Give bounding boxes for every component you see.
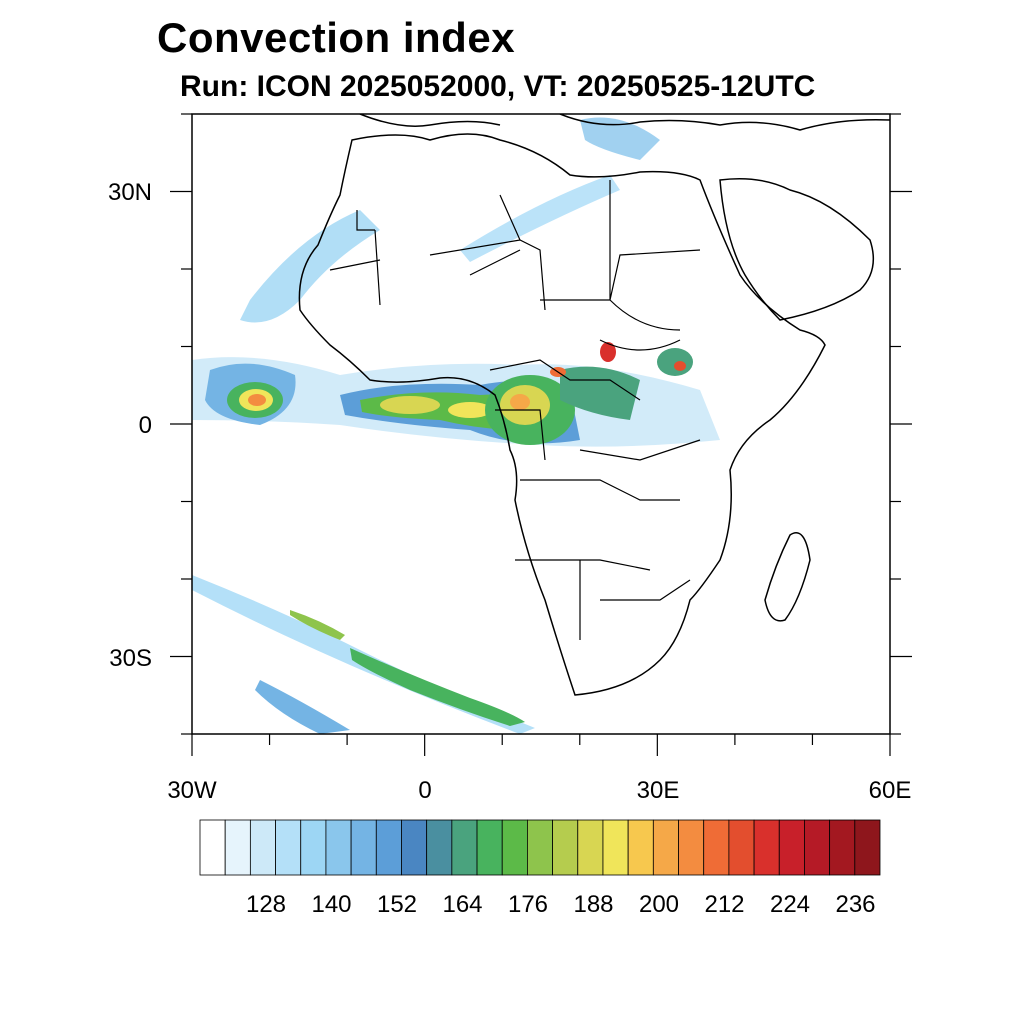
colorbar-swatch [476,819,503,876]
colorbar-swatch [778,819,805,876]
lon-label: 60E [869,777,912,804]
europe-coastline [359,114,501,127]
convection-area-west-africa [240,210,380,323]
colorbar-label: 152 [377,891,417,918]
colorbar-swatch [602,819,629,876]
lon-label: 30E [637,777,680,804]
colorbar-swatch [426,819,453,876]
colorbar-label: 236 [835,891,875,918]
madagascar-coastline [764,532,811,622]
colorbar-swatch [552,819,579,876]
country-borders [329,180,701,640]
colorbar-swatch [224,819,251,876]
colorbar-swatch [300,819,327,876]
colorbar-label: 212 [704,891,744,918]
colorbar-swatch [627,819,654,876]
colorbar-label: 164 [442,891,482,918]
africa-coastline [298,133,826,696]
colorbar-labels: 128 140 152 164 176 188 200 212 224 236 [246,891,876,918]
colorbar [199,819,881,876]
colorbar-label: 176 [508,891,548,918]
arabia-coastline [719,178,875,321]
colorbar-swatch [527,819,553,876]
colorbar-swatch [804,819,831,876]
colorbar-swatch [451,819,478,876]
colorbar-swatch [678,819,705,876]
convection-cell-ethiopia [657,348,693,376]
lon-label: 0 [418,777,431,804]
colorbar-swatch [325,819,352,876]
colorbar-swatch [703,819,730,876]
colorbar-swatch [854,819,881,876]
colorbar-label: 224 [770,891,810,918]
colorbar-swatch [275,819,302,876]
colorbar-swatch [652,819,679,876]
colorbar-swatch [577,819,604,876]
colorbar-swatch [501,819,528,876]
colorbar-swatch [401,819,428,876]
convection-area-med [580,117,660,160]
colorbar-swatch [375,819,402,876]
lon-label: 30W [167,777,217,804]
colorbar-label: 128 [246,891,286,918]
colorbar-swatch [199,819,226,876]
convection-area-sahara-band [460,175,620,262]
convection-field [192,117,720,734]
colorbar-swatch [728,819,755,876]
lat-label: 0 [139,412,152,439]
colorbar-label: 200 [639,891,679,918]
chart-subtitle: Run: ICON 2025052000, VT: 20250525-12UTC [180,70,816,103]
axis-ticks [170,113,912,756]
colorbar-swatch [753,819,780,876]
lat-label: 30N [108,179,152,206]
colorbar-swatch [350,819,377,876]
convection-cell-sudan [600,342,616,362]
colorbar-swatch [829,819,856,876]
colorbar-swatch [249,819,276,876]
coastlines [298,114,890,696]
colorbar-label: 140 [311,891,351,918]
chart-title: Convection index [157,14,516,61]
colorbar-label: 188 [573,891,613,918]
lat-label: 30S [109,645,152,672]
